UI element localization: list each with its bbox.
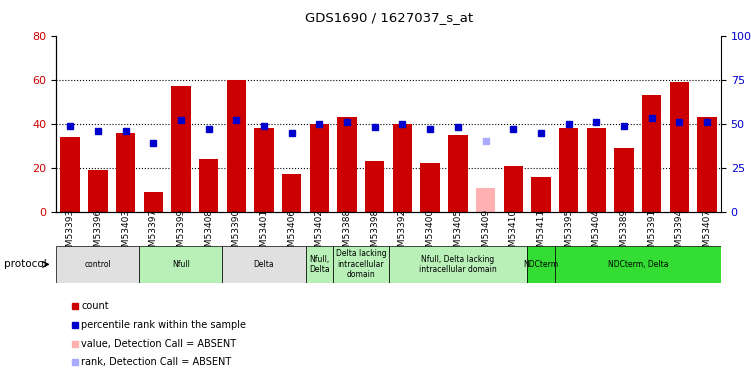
Bar [222,246,306,283]
Text: control: control [85,260,111,269]
Text: Delta: Delta [254,260,274,269]
Text: GSM53406: GSM53406 [287,209,296,258]
Text: GSM53402: GSM53402 [315,209,324,258]
Bar [282,174,301,212]
Text: GSM53389: GSM53389 [620,209,629,258]
Text: GSM53404: GSM53404 [592,209,601,258]
Bar [116,133,135,212]
Bar [448,135,468,212]
Bar [527,246,555,283]
Bar [389,246,527,283]
Text: protocol: protocol [4,260,47,269]
Text: Nfull: Nfull [172,260,190,269]
Text: GSM53398: GSM53398 [370,209,379,258]
Text: GSM53393: GSM53393 [65,209,74,258]
Bar [642,95,662,212]
Bar [531,177,550,212]
Bar [199,159,219,212]
Bar [306,246,333,283]
Text: GSM53395: GSM53395 [564,209,573,258]
Text: GSM53411: GSM53411 [536,209,545,258]
Text: GSM53390: GSM53390 [232,209,241,258]
Bar [559,128,578,212]
Text: Nfull,
Delta: Nfull, Delta [309,255,330,274]
Text: GSM53388: GSM53388 [342,209,351,258]
Text: GSM53409: GSM53409 [481,209,490,258]
Bar [614,148,634,212]
Bar [670,82,689,212]
Text: GDS1690 / 1627037_s_at: GDS1690 / 1627037_s_at [305,11,472,24]
Text: GSM53405: GSM53405 [454,209,463,258]
Bar [227,80,246,212]
Bar [140,246,222,283]
Bar [504,166,523,212]
Text: GSM53400: GSM53400 [426,209,435,258]
Text: count: count [81,301,109,311]
Text: GSM53391: GSM53391 [647,209,656,258]
Text: GSM53408: GSM53408 [204,209,213,258]
Text: Delta lacking
intracellular
domain: Delta lacking intracellular domain [336,249,386,279]
Text: rank, Detection Call = ABSENT: rank, Detection Call = ABSENT [81,357,231,367]
Text: GSM53401: GSM53401 [260,209,269,258]
Bar [337,117,357,212]
Bar [393,124,412,212]
Bar [698,117,716,212]
Text: GSM53397: GSM53397 [149,209,158,258]
Bar [587,128,606,212]
Text: value, Detection Call = ABSENT: value, Detection Call = ABSENT [81,339,237,348]
Bar [309,124,329,212]
Bar [171,86,191,212]
Text: GSM53394: GSM53394 [675,209,684,258]
Text: NDCterm, Delta: NDCterm, Delta [608,260,668,269]
Bar [255,128,273,212]
Text: GSM53396: GSM53396 [93,209,102,258]
Text: GSM53407: GSM53407 [703,209,712,258]
Text: Nfull, Delta lacking
intracellular domain: Nfull, Delta lacking intracellular domai… [419,255,496,274]
Bar [61,137,80,212]
Bar [143,192,163,212]
Bar [56,246,140,283]
Bar [333,246,389,283]
Text: GSM53399: GSM53399 [176,209,185,258]
Bar [555,246,721,283]
Text: GSM53392: GSM53392 [398,209,407,258]
Text: percentile rank within the sample: percentile rank within the sample [81,320,246,330]
Text: NDCterm: NDCterm [523,260,559,269]
Bar [476,188,495,212]
Bar [88,170,107,212]
Text: GSM53410: GSM53410 [508,209,517,258]
Bar [365,161,385,212]
Text: GSM53403: GSM53403 [121,209,130,258]
Bar [421,164,440,212]
